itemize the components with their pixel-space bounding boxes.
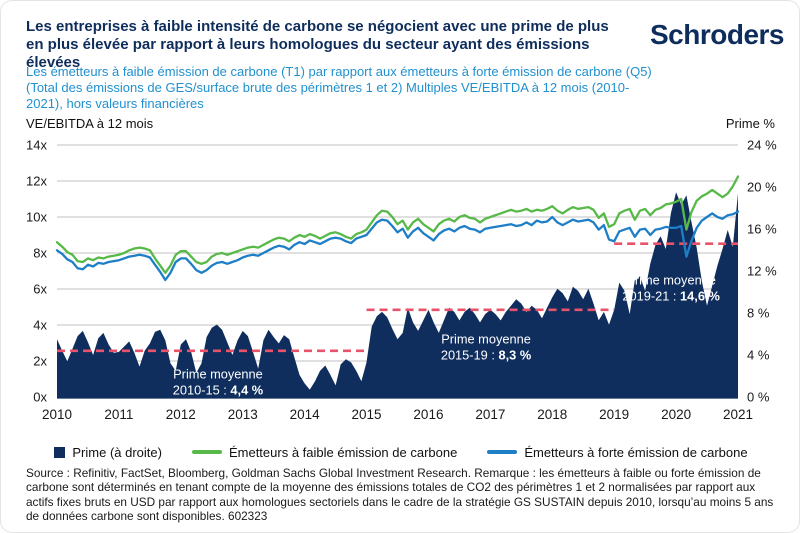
chart-subtitle: Les émetteurs à faible émission de carbo… bbox=[26, 64, 652, 111]
x-axis-year-label: 2016 bbox=[413, 407, 443, 422]
legend-label-high-carbon: Émetteurs à forte émission de carbone bbox=[524, 444, 748, 460]
left-axis-tick-label: 2x bbox=[33, 354, 47, 369]
left-axis-tick-label: 14x bbox=[26, 138, 47, 153]
mean-premium-annotation: Prime moyenne 2019-21 : 14,6 % bbox=[622, 272, 720, 304]
x-axis-year-label: 2010 bbox=[42, 407, 72, 422]
x-axis-year-label: 2017 bbox=[475, 407, 505, 422]
left-axis-tick-label: 0x bbox=[33, 390, 47, 405]
legend-label-prime: Prime (à droite) bbox=[72, 444, 162, 460]
x-axis-year-label: 2014 bbox=[290, 407, 321, 422]
legend-label-low-carbon: Émetteurs à faible émission de carbone bbox=[228, 444, 458, 460]
mean-premium-annotation: Prime moyenne 2015-19 : 8,3 % bbox=[440, 331, 532, 363]
left-axis-tick-label: 4x bbox=[33, 318, 47, 333]
high-carbon-line bbox=[55, 210, 740, 282]
legend-item-low-carbon: Émetteurs à faible émission de carbone bbox=[191, 444, 458, 460]
legend-item-prime: Prime (à droite) bbox=[54, 445, 162, 460]
right-axis-tick-label: 24 % bbox=[747, 138, 777, 153]
right-axis-tick-label: 4 % bbox=[747, 348, 770, 363]
left-axis-tick-label: 10x bbox=[26, 210, 47, 225]
premium-area bbox=[57, 192, 738, 397]
page-title: Les entreprises à faible intensité de ca… bbox=[26, 18, 609, 71]
prime-area-swatch-icon bbox=[54, 446, 66, 458]
high-carbon-line-swatch-icon bbox=[487, 450, 518, 454]
right-axis-tick-label: 8 % bbox=[747, 306, 770, 321]
right-axis-tick-label: 16 % bbox=[747, 222, 777, 237]
left-axis-tick-label: 12x bbox=[26, 174, 47, 189]
left-axis-tick-label: 8x bbox=[33, 246, 47, 261]
x-axis-year-label: 2013 bbox=[228, 407, 258, 422]
legend-item-high-carbon: Émetteurs à forte émission de carbone bbox=[487, 444, 748, 460]
x-axis-year-label: 2012 bbox=[166, 407, 196, 422]
x-axis-year-label: 2019 bbox=[599, 407, 629, 422]
left-axis-tick-label: 6x bbox=[33, 282, 47, 297]
x-axis-year-label: 2021 bbox=[723, 407, 753, 422]
low-carbon-line bbox=[55, 175, 740, 274]
right-axis-tick-label: 20 % bbox=[747, 180, 777, 195]
right-axis-tick-label: 0 % bbox=[747, 390, 770, 405]
x-axis-year-label: 2018 bbox=[537, 407, 567, 422]
mean-premium-annotation: Prime moyenne 2010-15 : 4,4 % bbox=[172, 366, 264, 398]
x-axis-year-label: 2011 bbox=[104, 407, 133, 422]
x-axis-year-label: 2015 bbox=[352, 407, 382, 422]
schroders-logo: Schroders bbox=[650, 19, 785, 50]
right-axis-title: Prime % bbox=[725, 116, 775, 131]
x-axis-year-label: 2020 bbox=[661, 407, 691, 422]
low-carbon-line-swatch-icon bbox=[191, 450, 222, 454]
left-axis-title: VE/EBITDA à 12 mois bbox=[26, 116, 154, 131]
legend: Prime (à droite) Émetteurs à faible émis… bbox=[1, 442, 799, 462]
right-axis-tick-label: 12 % bbox=[747, 264, 777, 279]
source-footnote: Source : Refinitiv, FactSet, Bloomberg, … bbox=[26, 466, 774, 523]
